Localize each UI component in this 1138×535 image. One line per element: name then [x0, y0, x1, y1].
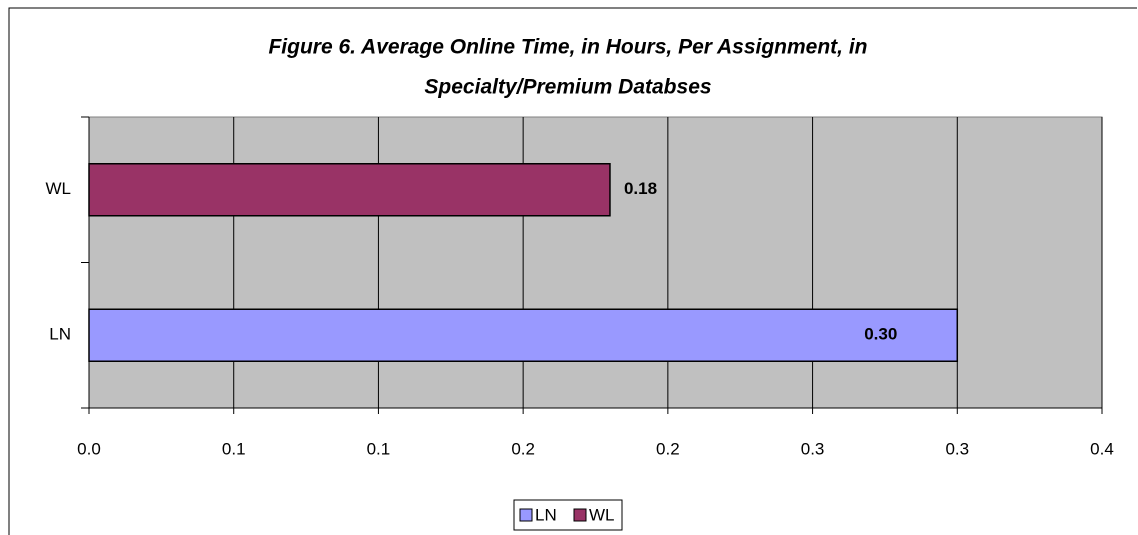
legend-swatch	[519, 508, 533, 522]
x-tick-label: 0.2	[656, 439, 680, 458]
legend-label: WL	[589, 505, 615, 524]
value-label: 0.18	[624, 179, 657, 198]
y-tick-label: WL	[46, 179, 72, 198]
value-label: 0.30	[864, 325, 897, 344]
x-tick-label: 0.4	[1090, 439, 1114, 458]
chart-border	[8, 7, 1137, 535]
x-tick-label: 0.3	[801, 439, 825, 458]
chart-title: Specialty/Premium Databses	[424, 76, 711, 99]
legend-label: LN	[535, 505, 557, 524]
chart-title: Figure 6. Average Online Time, in Hours,…	[268, 36, 867, 59]
x-tick-label: 0.2	[511, 439, 535, 458]
legend-swatch	[573, 508, 587, 522]
plot-area	[88, 116, 1103, 409]
bar	[88, 163, 611, 217]
x-tick-label: 0.1	[367, 439, 391, 458]
x-tick-label: 0.1	[222, 439, 246, 458]
x-tick-label: 0.0	[77, 439, 101, 458]
bar	[88, 308, 959, 362]
y-tick-label: LN	[49, 325, 71, 344]
x-tick-label: 0.3	[945, 439, 969, 458]
